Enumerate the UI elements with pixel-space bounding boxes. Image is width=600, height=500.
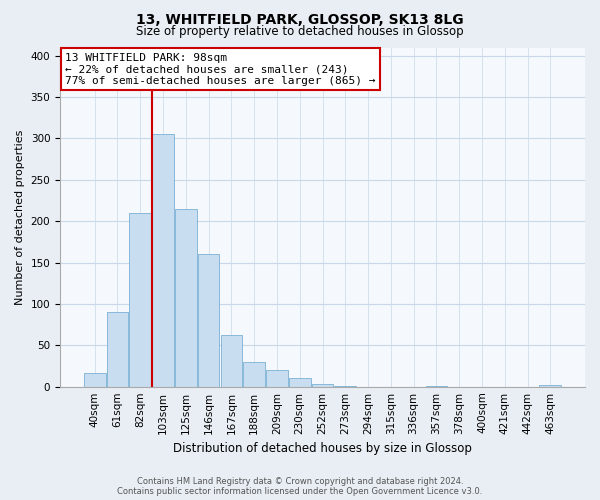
Bar — [198, 254, 220, 386]
Bar — [84, 372, 106, 386]
Y-axis label: Number of detached properties: Number of detached properties — [15, 130, 25, 305]
Text: 13 WHITFIELD PARK: 98sqm
← 22% of detached houses are smaller (243)
77% of semi-: 13 WHITFIELD PARK: 98sqm ← 22% of detach… — [65, 52, 376, 86]
Text: Contains HM Land Registry data © Crown copyright and database right 2024.
Contai: Contains HM Land Registry data © Crown c… — [118, 476, 482, 496]
Bar — [289, 378, 311, 386]
Bar — [152, 134, 174, 386]
X-axis label: Distribution of detached houses by size in Glossop: Distribution of detached houses by size … — [173, 442, 472, 455]
Text: Size of property relative to detached houses in Glossop: Size of property relative to detached ho… — [136, 25, 464, 38]
Bar — [221, 334, 242, 386]
Bar — [539, 385, 561, 386]
Bar — [311, 384, 334, 386]
Bar — [175, 209, 197, 386]
Bar — [266, 370, 288, 386]
Bar — [244, 362, 265, 386]
Text: 13, WHITFIELD PARK, GLOSSOP, SK13 8LG: 13, WHITFIELD PARK, GLOSSOP, SK13 8LG — [136, 12, 464, 26]
Bar — [130, 213, 151, 386]
Bar — [107, 312, 128, 386]
